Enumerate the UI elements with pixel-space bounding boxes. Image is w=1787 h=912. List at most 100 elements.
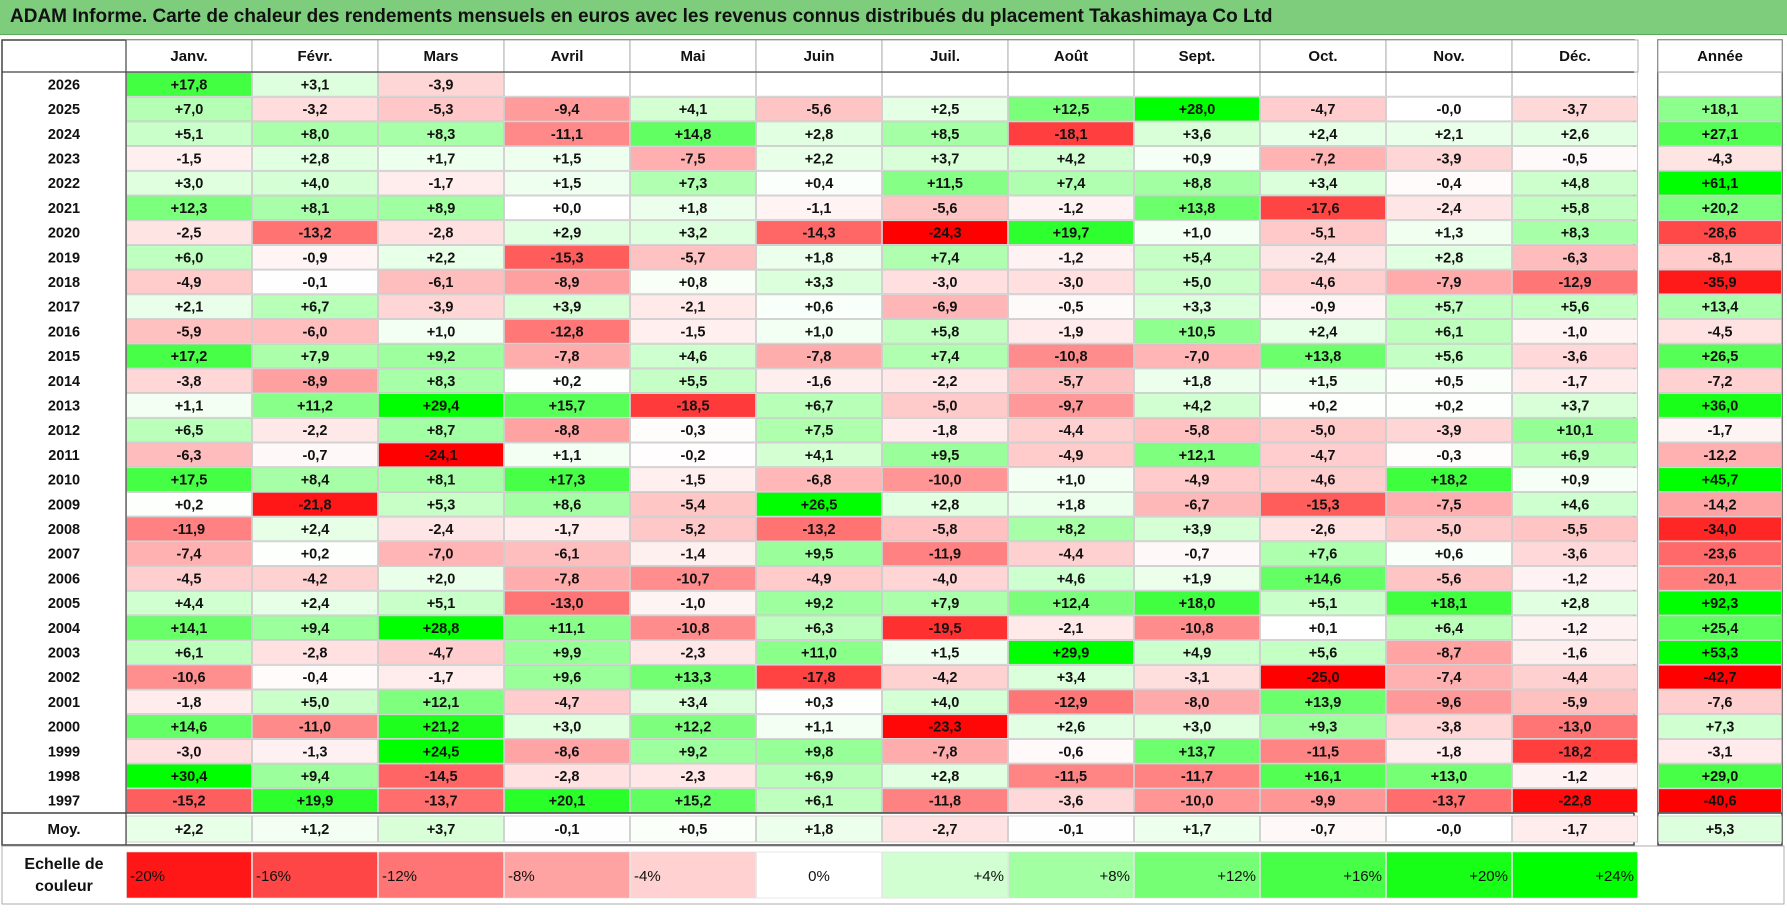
- annual-value: +53,3: [1702, 645, 1739, 661]
- cell-value: -0,4: [1437, 176, 1462, 192]
- average-value: +1,7: [1183, 822, 1212, 838]
- heatmap-cell: [1512, 220, 1638, 245]
- heatmap-cell: [756, 566, 882, 591]
- heatmap-cell: [1260, 72, 1386, 97]
- year-label: 2010: [48, 473, 80, 489]
- annual-value: -40,6: [1703, 794, 1736, 810]
- heatmap-cell: [1260, 269, 1386, 295]
- heatmap-cell: [378, 689, 504, 715]
- cell-value: +2,8: [1561, 596, 1590, 612]
- year-label: 2024: [48, 127, 80, 143]
- color-scale-border: [1, 845, 1785, 905]
- heatmap-cell: [1134, 121, 1260, 147]
- cell-value: -1,2: [1563, 769, 1588, 785]
- cell-value: -8,6: [555, 744, 580, 760]
- heatmap-cell: [1008, 615, 1134, 641]
- cell-value: +9,3: [1309, 720, 1338, 736]
- cell-value: +4,2: [1183, 398, 1212, 414]
- cell-value: -3,9: [1437, 423, 1462, 439]
- heatmap-cell: [1512, 739, 1638, 764]
- cell-value: -15,2: [172, 794, 205, 810]
- annual-value: -42,7: [1703, 670, 1736, 686]
- cell-value: +0,2: [1309, 398, 1338, 414]
- month-header-label: Nov.: [1433, 48, 1464, 65]
- heatmap-cell: [630, 393, 756, 418]
- heatmap-cell: [252, 269, 378, 295]
- cell-value: +0,2: [1435, 398, 1464, 414]
- heatmap-cell: [1134, 590, 1260, 616]
- heatmap-cell: [882, 294, 1008, 319]
- heatmap-cell: [630, 368, 756, 393]
- cell-value: +8,8: [1183, 176, 1212, 192]
- cell-value: -5,8: [933, 522, 958, 538]
- heatmap-cell: [1134, 615, 1260, 641]
- heatmap-cell: [1134, 244, 1260, 270]
- heatmap-cell: [1008, 566, 1134, 591]
- average-cell: [504, 815, 630, 843]
- heatmap-cell: [1386, 739, 1512, 764]
- heatmap-cell: [252, 195, 378, 221]
- heatmap-cell: [252, 368, 378, 393]
- cell-value: +15,2: [675, 794, 712, 810]
- cell-value: +9,4: [301, 621, 330, 637]
- cell-value: +2,9: [553, 226, 582, 242]
- heatmap-cell: [1386, 491, 1512, 517]
- heatmap-cell: [1512, 393, 1638, 418]
- heatmap-cell: [1134, 739, 1260, 764]
- heatmap-cell: [504, 739, 630, 764]
- heatmap-cell: [252, 541, 378, 566]
- heatmap-cell: [1134, 393, 1260, 418]
- heatmap-cell: [504, 96, 630, 122]
- chart-title: ADAM Informe. Carte de chaleur des rende…: [10, 6, 1273, 27]
- cell-value: -1,2: [1059, 201, 1084, 217]
- year-label: 2014: [48, 374, 80, 390]
- color-scale-stop-label: +12%: [1217, 868, 1256, 885]
- year-label: 2006: [48, 571, 80, 587]
- cell-value: -18,2: [1558, 744, 1591, 760]
- heatmap-cell: [882, 640, 1008, 665]
- cell-value: -6,3: [177, 448, 202, 464]
- heatmap-cell: [1008, 319, 1134, 344]
- cell-value: -11,1: [551, 127, 583, 143]
- cell-value: +8,1: [427, 473, 456, 489]
- heatmap-cell: [630, 244, 756, 270]
- heatmap-cell: [882, 491, 1008, 517]
- annual-cell: [1658, 146, 1782, 171]
- cell-value: +6,7: [805, 398, 834, 414]
- heatmap-cell: [1260, 590, 1386, 616]
- cell-value: -10,0: [928, 473, 961, 489]
- heatmap-cell: [630, 146, 756, 171]
- cell-value: +5,0: [301, 695, 330, 711]
- heatmap-cell: [1008, 714, 1134, 739]
- average-cell: [1512, 815, 1638, 843]
- average-cell: [882, 815, 1008, 843]
- heatmap-cell: [1260, 491, 1386, 517]
- cell-value: +5,3: [427, 497, 456, 513]
- year-label: 2011: [48, 448, 79, 464]
- heatmap-cell: [252, 467, 378, 492]
- cell-value: -1,6: [807, 374, 832, 390]
- heatmap-cell: [1008, 96, 1134, 122]
- heatmap-cell: [882, 343, 1008, 369]
- heatmap-cell: [1260, 689, 1386, 715]
- annual-value: +13,4: [1702, 300, 1739, 316]
- cell-value: +5,4: [1183, 250, 1212, 266]
- cell-value: -11,9: [929, 547, 961, 563]
- cell-value: -10,7: [676, 571, 709, 587]
- heatmap-cell: [630, 195, 756, 221]
- cell-value: +9,4: [301, 769, 330, 785]
- color-scale-stop-label: 0%: [808, 868, 830, 885]
- cell-value: +11,2: [297, 398, 333, 414]
- heatmap-cell: [1008, 121, 1134, 147]
- cell-value: +6,1: [1435, 324, 1464, 340]
- cell-value: +1,1: [553, 448, 582, 464]
- annual-cell: [1658, 269, 1782, 295]
- month-header-cell: [1259, 39, 1387, 73]
- cell-value: -2,1: [681, 300, 706, 316]
- cell-value: +1,0: [1183, 226, 1212, 242]
- cell-value: +11,0: [801, 645, 837, 661]
- cell-value: +9,8: [805, 744, 834, 760]
- cell-value: +3,9: [553, 300, 582, 316]
- cell-value: -8,0: [1185, 695, 1210, 711]
- cell-value: -9,4: [555, 102, 580, 118]
